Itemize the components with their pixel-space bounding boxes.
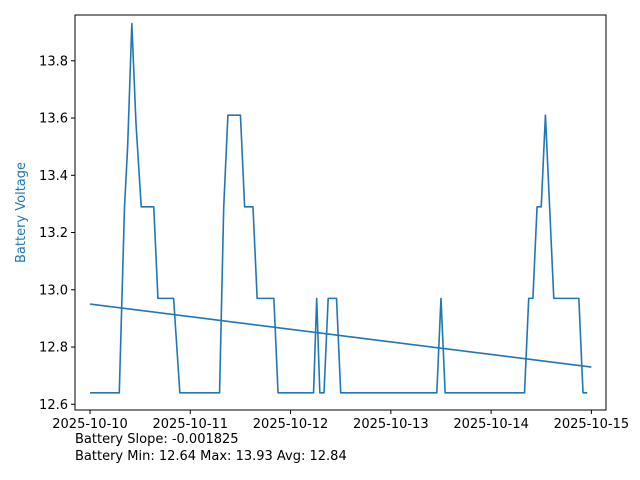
x-tick-label: 2025-10-13 [353,417,429,432]
y-tick-label: 13.4 [39,169,68,184]
series-layer [89,22,592,394]
y-axis-label: Battery Voltage [14,162,29,263]
battery-minmax-text: Battery Min: 12.64 Max: 13.93 Avg: 12.84 [75,449,347,464]
y-tick-label: 13.8 [39,54,68,69]
x-tick-label: 2025-10-15 [554,417,630,432]
plot-frame [74,14,607,411]
y-tick-label: 13.6 [39,112,68,127]
x-tick-label: 2025-10-10 [52,417,128,432]
battery-slope-text: Battery Slope: -0.001825 [75,432,239,447]
y-axis: 12.6 12.8 13.0 13.2 13.4 13.6 13.8 [39,54,75,413]
y-tick-label: 12.6 [39,398,68,413]
x-tick-label: 2025-10-12 [253,417,329,432]
y-tick-label: 13.0 [39,283,68,298]
y-tick-label: 12.8 [39,341,68,356]
x-tick-label: 2025-10-11 [153,417,229,432]
y-tick-label: 13.2 [39,226,68,241]
x-tick-label: 2025-10-14 [453,417,529,432]
voltage-series-line [90,22,588,394]
trend-line [89,303,592,368]
x-axis: 2025-10-10 2025-10-11 2025-10-12 2025-10-13… [52,410,629,432]
